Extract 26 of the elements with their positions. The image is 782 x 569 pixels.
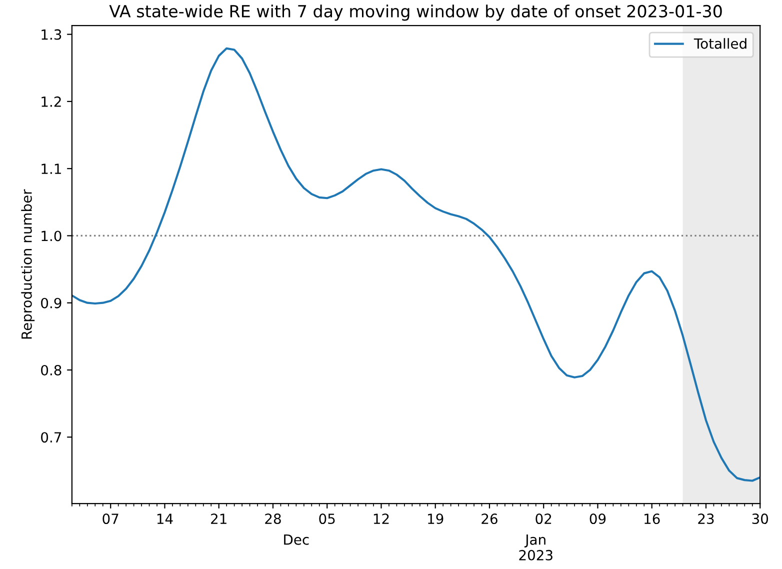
chart-title: VA state-wide RE with 7 day moving window by date of onset 2023-01-30 bbox=[109, 4, 722, 21]
legend-label: Totalled bbox=[694, 38, 746, 49]
y-tick-label: 0.7 bbox=[41, 432, 62, 443]
x-tick-label: 19 bbox=[428, 514, 444, 524]
y-tick-label: 0.8 bbox=[41, 364, 62, 376]
x-tick-label: 16 bbox=[644, 514, 660, 524]
y-tick-label: 1.3 bbox=[42, 29, 62, 40]
x-tick-label: 30 bbox=[752, 514, 768, 524]
y-tick-label: 0.9 bbox=[41, 298, 62, 308]
x-tick-label: 09 bbox=[590, 514, 606, 524]
line-series bbox=[72, 47, 760, 482]
x-tick-label: 12 bbox=[374, 514, 389, 524]
y-tick-label: 1.2 bbox=[42, 96, 61, 107]
x-tick-label: 26 bbox=[482, 514, 498, 524]
x-tick-label: 14 bbox=[157, 514, 173, 524]
x-tick-label: 07 bbox=[102, 514, 118, 524]
x-tick-label: 02 bbox=[536, 514, 552, 524]
x-tick-label: 21 bbox=[211, 514, 226, 524]
x2-tick-label: Jan 2023 bbox=[519, 534, 552, 560]
x-tick-label: 28 bbox=[265, 514, 281, 524]
x-tick-label: 23 bbox=[698, 514, 714, 524]
y-tick-label: 1.1 bbox=[42, 164, 61, 174]
x-tick-label: 05 bbox=[319, 514, 335, 524]
y-tick-label: 1.0 bbox=[42, 230, 62, 242]
x2-tick-label: Dec bbox=[284, 534, 309, 545]
y-axis-title: Reproduction number bbox=[21, 189, 35, 339]
